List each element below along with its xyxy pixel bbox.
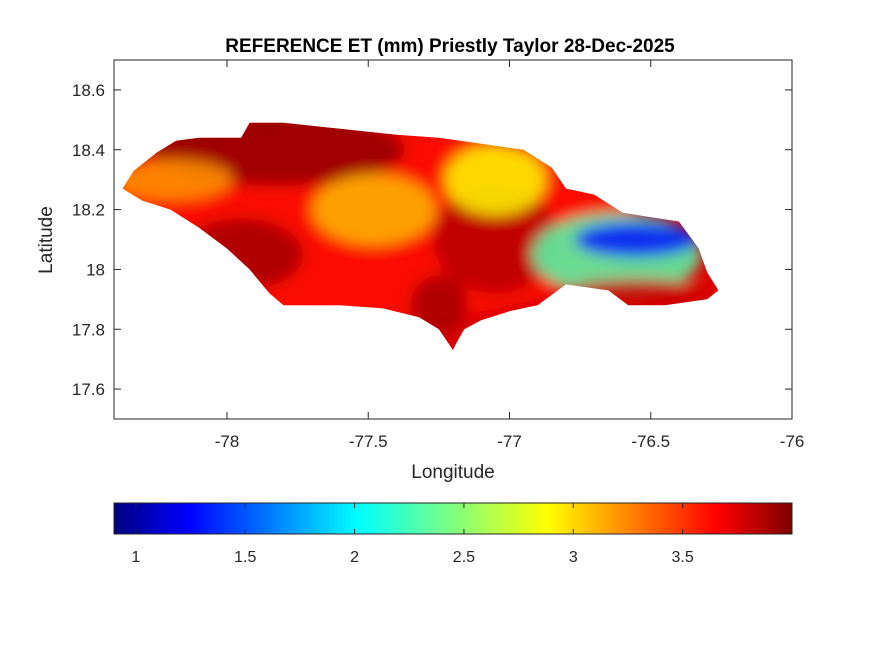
value-zone-9 — [574, 221, 699, 258]
value-zone-4 — [433, 185, 558, 294]
x-tick-label: -77 — [497, 432, 522, 451]
colorbar-tick-label: 3 — [569, 549, 578, 566]
colorbar-tick-label: 1 — [131, 549, 140, 566]
y-tick-label: 17.8 — [72, 320, 105, 339]
colorbar-tick-label: 1.5 — [234, 549, 256, 566]
x-tick-label: -78 — [215, 432, 240, 451]
value-zone-5 — [311, 173, 437, 246]
value-zone-3 — [410, 275, 468, 336]
y-tick-label: 18.4 — [72, 141, 105, 160]
chart-title: REFERENCE ET (mm) Priestly Taylor 28-Dec… — [225, 36, 675, 57]
x-tick-label: -76 — [780, 432, 805, 451]
y-tick-label: 18.6 — [72, 81, 105, 100]
x-axis-ticks: -78 -77.5 -77 -76.5 -76 — [215, 60, 805, 451]
y-tick-label: 17.6 — [72, 380, 105, 399]
y-tick-label: 18.2 — [72, 201, 105, 220]
y-axis-label: Latitude — [36, 206, 57, 274]
x-axis-label: Longitude — [411, 462, 494, 483]
colorbar-tick-label: 2 — [350, 549, 359, 566]
y-axis-ticks: 17.6 17.8 18 18.2 18.4 18.6 — [72, 81, 792, 399]
x-tick-label: -77.5 — [349, 432, 388, 451]
value-zone-7 — [444, 143, 547, 216]
colorbar-ticks: 1 1.5 2 2.5 3 3.5 — [131, 503, 694, 566]
value-zone-6 — [122, 158, 233, 201]
et-heatmap — [122, 122, 719, 351]
y-tick-label: 18 — [86, 260, 105, 279]
colorbar — [113, 502, 793, 535]
colorbar-tick-label: 3.5 — [672, 549, 694, 566]
colorbar-tick-label: 2.5 — [453, 549, 475, 566]
x-tick-label: -76.5 — [631, 432, 670, 451]
